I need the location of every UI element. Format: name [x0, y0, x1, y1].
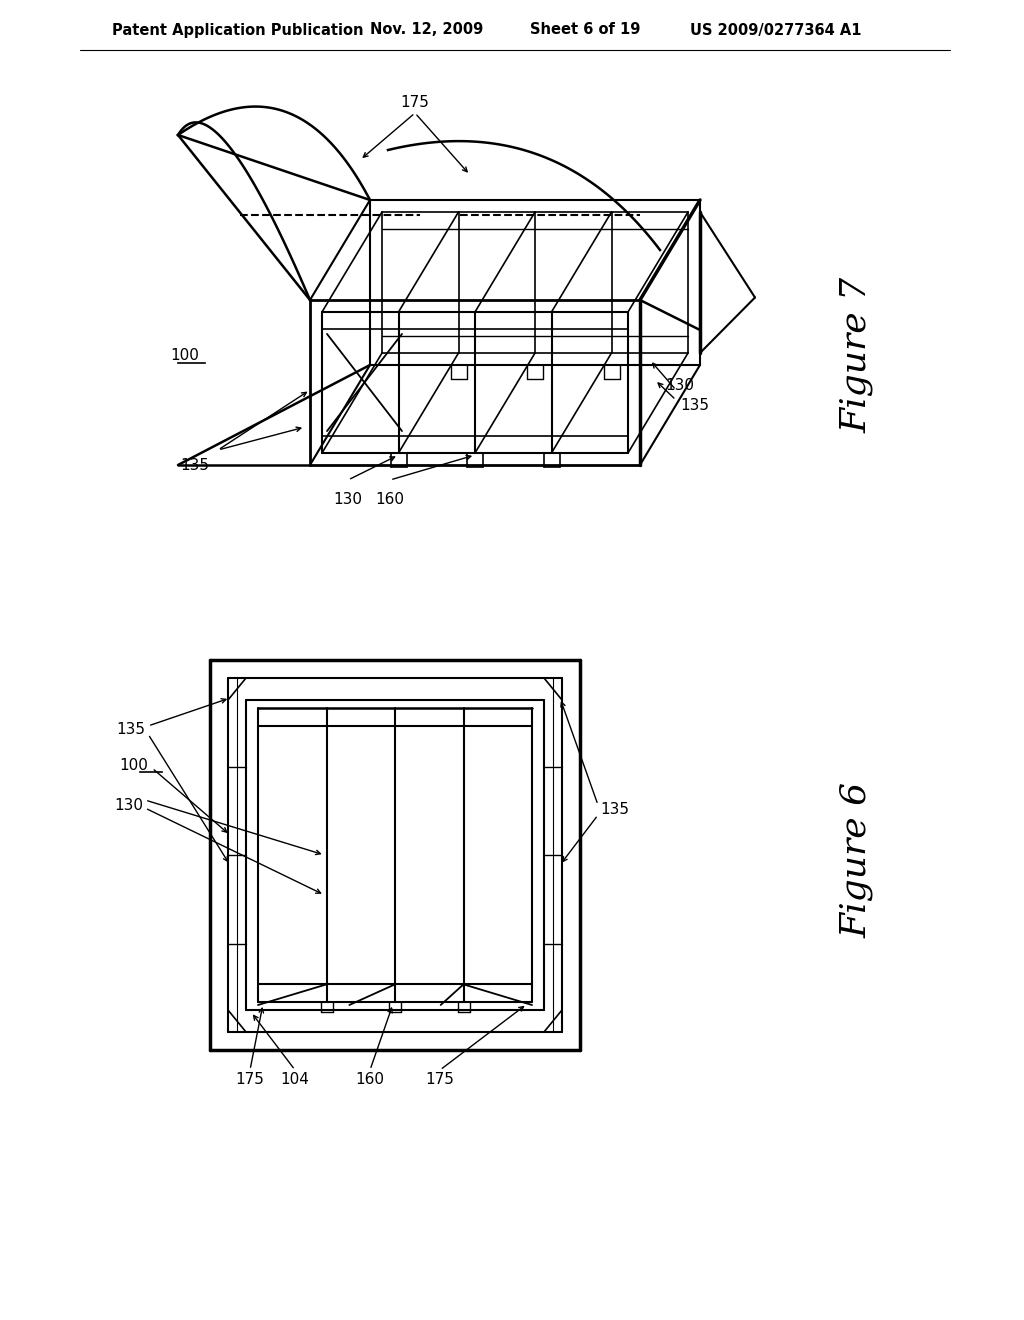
Text: 160: 160 — [355, 1072, 384, 1086]
Text: 104: 104 — [281, 1072, 309, 1086]
Text: 135: 135 — [116, 722, 145, 738]
Text: 130: 130 — [114, 797, 143, 813]
Text: 100: 100 — [119, 758, 148, 772]
Text: 175: 175 — [236, 1072, 264, 1086]
Text: Figure 7: Figure 7 — [840, 277, 874, 433]
Text: 135: 135 — [680, 397, 709, 412]
Text: Figure 6: Figure 6 — [840, 781, 874, 939]
Text: 130: 130 — [334, 492, 362, 507]
Text: Patent Application Publication: Patent Application Publication — [112, 22, 364, 37]
Text: US 2009/0277364 A1: US 2009/0277364 A1 — [690, 22, 861, 37]
Text: 135: 135 — [600, 803, 629, 817]
Text: Sheet 6 of 19: Sheet 6 of 19 — [530, 22, 640, 37]
Text: 175: 175 — [400, 95, 429, 110]
Text: 135: 135 — [180, 458, 210, 473]
Text: 130: 130 — [665, 378, 694, 392]
Text: 100: 100 — [171, 347, 200, 363]
Text: Nov. 12, 2009: Nov. 12, 2009 — [370, 22, 483, 37]
Text: 160: 160 — [376, 492, 404, 507]
Text: 175: 175 — [426, 1072, 455, 1086]
